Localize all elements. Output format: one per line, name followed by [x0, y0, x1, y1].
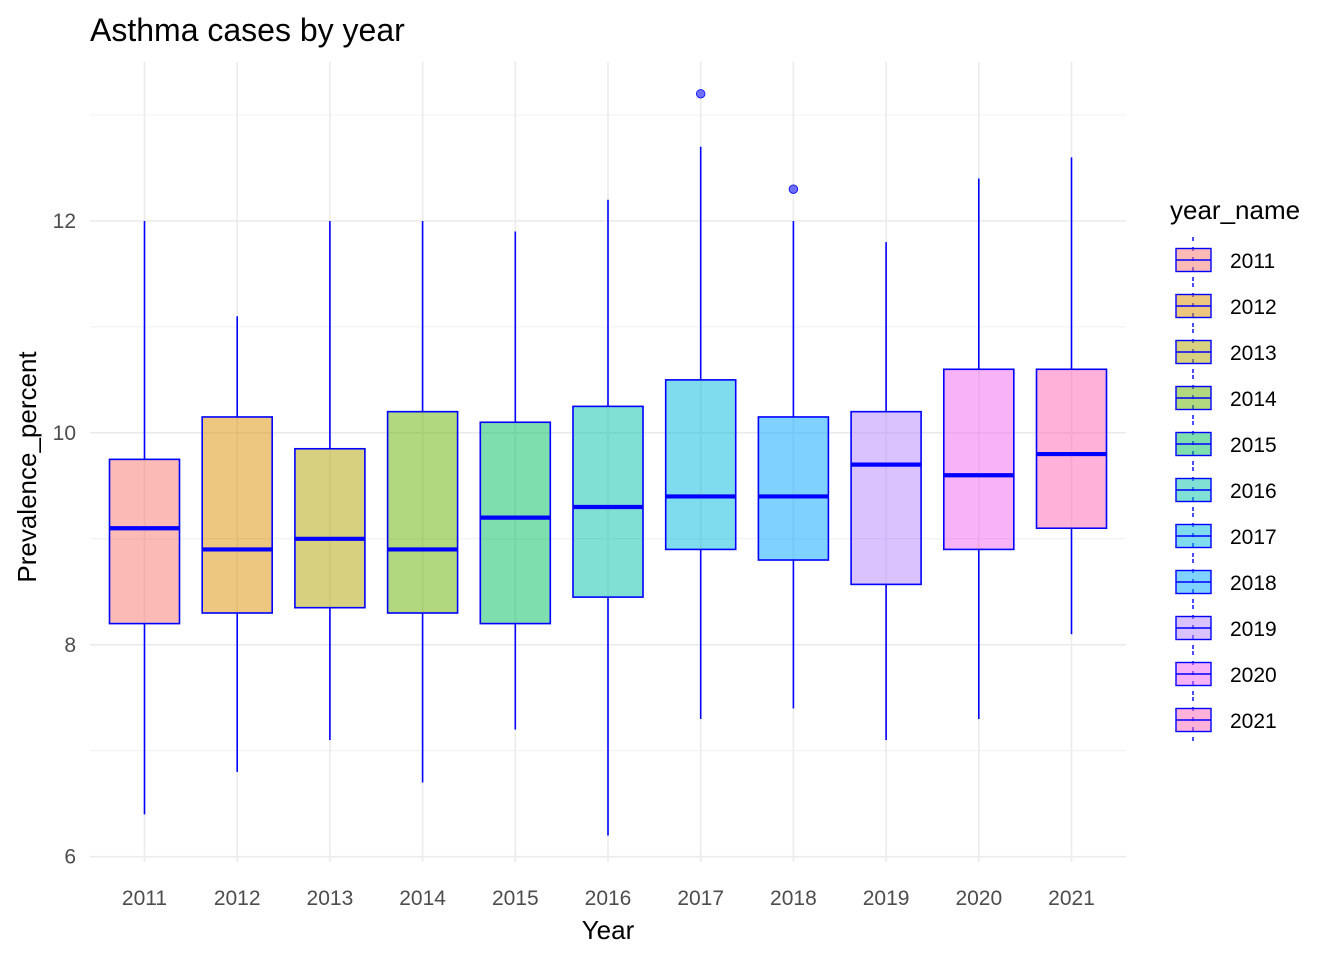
legend-item-2011: 2011 [1175, 237, 1275, 283]
legend-item-2015: 2015 [1175, 421, 1277, 467]
legend-label: 2015 [1230, 434, 1277, 457]
legend-item-2014: 2014 [1175, 375, 1277, 421]
iqr-box [572, 405, 644, 598]
legend-label: 2017 [1230, 526, 1277, 549]
iqr-box [294, 447, 366, 609]
legend-item-2019: 2019 [1175, 605, 1277, 651]
legend-item-2020: 2020 [1175, 651, 1277, 697]
iqr-box [850, 410, 922, 586]
box-2017 [664, 89, 737, 719]
x-axis-title: Year [582, 915, 635, 945]
chart-title: Asthma cases by year [90, 12, 405, 48]
iqr-box [386, 410, 459, 614]
x-tick-label: 2016 [585, 887, 632, 910]
x-tick-label: 2017 [677, 887, 724, 910]
legend-label: 2019 [1230, 618, 1277, 641]
iqr-box [201, 416, 273, 614]
iqr-box [1035, 368, 1108, 530]
legend-item-2021: 2021 [1175, 697, 1277, 743]
legend-item-2016: 2016 [1175, 467, 1277, 513]
legend-item-2018: 2018 [1175, 559, 1277, 605]
y-axis-title: Prevalence_percent [12, 351, 42, 583]
legend-item-2012: 2012 [1175, 283, 1277, 329]
box-2013 [294, 220, 366, 741]
iqr-box [108, 458, 181, 625]
outlier-point [696, 89, 706, 99]
iqr-box [757, 416, 830, 561]
legend-label: 2021 [1230, 710, 1277, 733]
x-tick-label: 2021 [1048, 887, 1095, 910]
y-tick-label: 8 [64, 634, 76, 657]
x-tick-label: 2012 [214, 887, 261, 910]
legend-label: 2018 [1230, 572, 1277, 595]
y-tick-label: 12 [53, 210, 76, 233]
box-2012 [201, 316, 273, 772]
x-tick-label: 2011 [122, 887, 167, 910]
box-2019 [850, 242, 922, 741]
legend-label: 2013 [1230, 342, 1277, 365]
legend-label: 2020 [1230, 664, 1277, 687]
iqr-box [479, 421, 552, 625]
legend-label: 2012 [1230, 296, 1277, 319]
y-tick-label: 6 [64, 846, 76, 869]
legend-label: 2014 [1230, 388, 1277, 411]
x-tick-label: 2020 [955, 887, 1002, 910]
x-tick-label: 2019 [863, 887, 910, 910]
box-2021 [1035, 157, 1108, 635]
legend-label: 2016 [1230, 480, 1277, 503]
box-2020 [942, 178, 1015, 719]
box-2018 [757, 184, 830, 709]
iqr-box [942, 368, 1015, 551]
legend-title: year_name [1170, 195, 1300, 225]
y-tick-label: 10 [53, 422, 76, 445]
box-2016 [572, 199, 644, 836]
x-tick-label: 2015 [492, 887, 539, 910]
box-2011 [108, 220, 181, 815]
x-tick-label: 2018 [770, 887, 817, 910]
legend: year_name 2011 2012 2013 2014 2015 2016 2017 20… [1170, 195, 1300, 743]
x-tick-label: 2014 [399, 887, 446, 910]
legend-label: 2011 [1230, 250, 1275, 273]
x-tick-label: 2013 [307, 887, 354, 910]
outlier-point [788, 184, 799, 194]
box-series [108, 89, 1108, 836]
x-axis-ticks: 2011 2012 2013 2014 2015 2016 2017 2018 2019 2020… [122, 887, 1095, 910]
legend-item-2013: 2013 [1175, 329, 1277, 375]
legend-item-2017: 2017 [1175, 513, 1277, 559]
box-2015 [479, 231, 552, 730]
box-2014 [386, 220, 459, 783]
iqr-box [664, 379, 737, 551]
y-axis-ticks: 6 8 10 12 [53, 210, 76, 869]
